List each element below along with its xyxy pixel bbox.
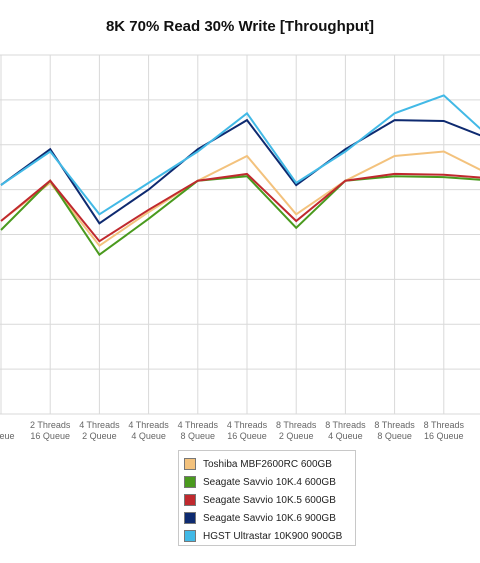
series-line-2 <box>0 172 480 243</box>
x-tick-label: 8 Threads 8 Queue <box>374 420 415 441</box>
legend-label: Seagate Savvio 10K.6 900GB <box>203 512 336 524</box>
legend-swatch <box>184 530 196 542</box>
x-tick-label: 4 Threads 8 Queue <box>178 420 219 441</box>
legend-item: Seagate Savvio 10K.5 600GB <box>184 491 355 509</box>
legend-label: Seagate Savvio 10K.5 600GB <box>203 494 336 506</box>
series-lines <box>0 94 480 257</box>
x-tick-label: 2 Threads 16 Queue <box>30 420 71 441</box>
series-line-0 <box>0 150 480 248</box>
legend: Toshiba MBF2600RC 600GB Seagate Savvio 10… <box>178 450 356 546</box>
legend-swatch <box>184 512 196 524</box>
x-tick-label: 4 Threads 4 Queue <box>128 420 169 441</box>
chart-title: 8K 70% Read 30% Write [Throughput] <box>105 18 375 35</box>
legend-swatch <box>184 476 196 488</box>
legend-item: HGST Ultrastar 10K900 900GB <box>184 527 355 545</box>
series-line-1 <box>0 175 480 257</box>
legend-swatch <box>184 458 196 470</box>
legend-label: Toshiba MBF2600RC 600GB <box>203 458 332 470</box>
grid <box>0 54 480 415</box>
x-tick-label: 8 Threads 4 Queue <box>325 420 366 441</box>
x-tick-label: Queue <box>0 431 15 441</box>
x-tick-label: 8 Threads 2 Queue <box>276 420 317 441</box>
x-tick-label: 4 Threads 16 Queue <box>227 420 268 441</box>
legend-swatch <box>184 494 196 506</box>
x-tick-label: 8 Threads 16 Queue <box>424 420 465 441</box>
legend-item: Toshiba MBF2600RC 600GB <box>184 455 355 473</box>
series-line-4 <box>0 94 480 216</box>
legend-label: HGST Ultrastar 10K900 900GB <box>203 530 343 542</box>
legend-item: Seagate Savvio 10K.6 900GB <box>184 509 355 527</box>
legend-label: Seagate Savvio 10K.4 600GB <box>203 476 336 488</box>
x-tick-label: 4 Threads 2 Queue <box>79 420 120 441</box>
legend-item: Seagate Savvio 10K.4 600GB <box>184 473 355 491</box>
series-line-3 <box>0 118 480 225</box>
